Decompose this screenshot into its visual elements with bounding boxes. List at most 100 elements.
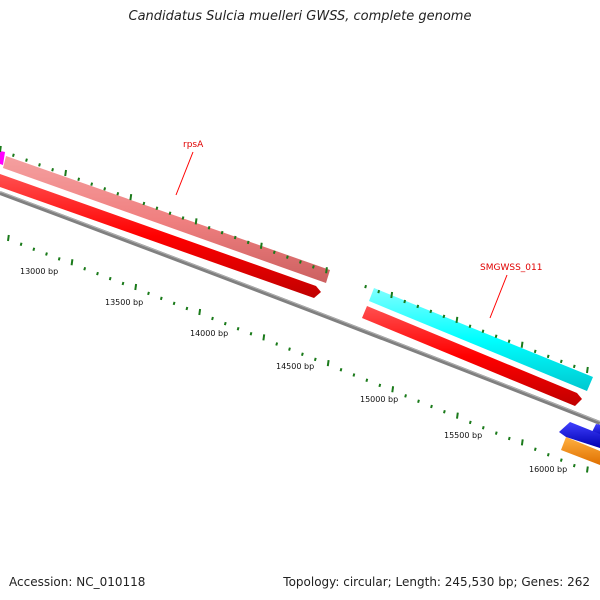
outer-tick-2: [25, 158, 28, 162]
gene-label-smgwss-011[interactable]: SMGWSS_011: [480, 263, 542, 273]
outer-tick-5: [64, 169, 67, 177]
inner-tick-marks: [7, 234, 589, 473]
inner-tick-17: [223, 321, 227, 326]
inner-tick-27: [352, 373, 356, 377]
outer-tick-43: [559, 359, 563, 364]
cds-arrow-rpsA[interactable]: [0, 174, 321, 298]
inner-tick-8: [108, 276, 112, 281]
outer-tick-14: [181, 216, 185, 220]
inner-tick-4: [57, 257, 61, 261]
inner-tick-22: [288, 347, 291, 351]
inner-tick-43: [559, 458, 563, 462]
inner-tick-36: [468, 420, 472, 425]
outer-tick-45: [586, 366, 589, 374]
inner-tick-0: [7, 234, 10, 242]
inner-tick-23: [301, 352, 304, 357]
outer-tick-40: [520, 341, 524, 348]
outer-tick-34: [442, 314, 446, 319]
outer-tick-39: [507, 339, 511, 344]
inner-tick-9: [121, 281, 125, 286]
inner-tick-45: [586, 466, 589, 473]
outer-tick-36: [468, 324, 472, 329]
gene-label-rpsA[interactable]: rpsA: [183, 140, 204, 150]
inner-tick-42: [546, 452, 550, 457]
inner-tick-29: [378, 383, 382, 388]
inner-tick-39: [507, 436, 511, 441]
cds-arrow-smgwss-011[interactable]: [362, 306, 582, 406]
smgwss-011-label-line: [489, 274, 508, 319]
feature-bar-blue[interactable]: [559, 422, 600, 448]
inner-tick-35: [456, 412, 459, 419]
inner-tick-25: [326, 359, 330, 367]
scale-label-13000: 13000 bp: [20, 267, 58, 276]
inner-tick-20: [262, 334, 266, 341]
inner-tick-38: [494, 431, 498, 435]
outer-tick-18: [233, 235, 237, 240]
feature-bar-smgwss-011[interactable]: [369, 288, 593, 391]
scale-label-13500: 13500 bp: [105, 298, 143, 307]
feature-bar-magenta[interactable]: [0, 151, 5, 165]
outer-tick-32: [416, 304, 420, 309]
outer-tick-31: [403, 299, 407, 304]
outer-tick-3: [38, 163, 41, 167]
backbone-line: [0, 191, 600, 425]
outer-tick-19: [246, 240, 250, 245]
inner-tick-10: [134, 283, 138, 291]
genome-summary-text: Topology: circular; Length: 245,530 bp; …: [283, 575, 590, 589]
outer-tick-7: [90, 182, 94, 186]
scale-label-14500: 14500 bp: [276, 362, 314, 371]
inner-tick-28: [365, 378, 369, 382]
outer-tick-21: [272, 250, 276, 254]
outer-tick-9: [116, 192, 120, 196]
inner-tick-34: [443, 410, 446, 414]
feature-bar-rpsA[interactable]: [3, 156, 330, 283]
outer-tick-6: [77, 177, 81, 182]
outer-tick-42: [546, 354, 550, 359]
outer-tick-20: [259, 242, 263, 249]
scale-label-15500: 15500 bp: [444, 431, 482, 440]
outer-tick-10: [129, 193, 133, 201]
inner-tick-12: [159, 296, 163, 301]
map-title: Candidatus Sulcia muelleri GWSS, complet…: [128, 9, 472, 24]
inner-tick-31: [404, 394, 407, 398]
scale-label-14000: 14000 bp: [190, 329, 228, 338]
outer-tick-35: [455, 316, 459, 324]
inner-tick-11: [147, 291, 150, 296]
inner-tick-41: [533, 447, 537, 452]
outer-tick-33: [429, 309, 433, 314]
inner-tick-13: [172, 301, 176, 306]
outer-tick-44: [572, 364, 576, 369]
outer-tick-25: [325, 267, 328, 274]
inner-tick-26: [339, 368, 343, 372]
inner-tick-5: [70, 259, 74, 266]
outer-tick-marks: [0, 145, 589, 374]
feature-bar-orange[interactable]: [561, 437, 600, 465]
rpsA-label-line: [175, 151, 194, 196]
inner-tick-16: [211, 316, 214, 321]
outer-tick-30: [390, 291, 394, 299]
outer-tick-16: [207, 225, 211, 230]
inner-tick-1: [19, 242, 23, 247]
outer-tick-23: [299, 260, 302, 264]
outer-tick-28: [364, 284, 367, 289]
inner-tick-6: [83, 266, 87, 271]
inner-tick-24: [313, 357, 317, 362]
backbone-highlight: [0, 191, 600, 423]
outer-tick-8: [103, 187, 107, 191]
scale-label-16000: 16000 bp: [529, 465, 567, 474]
inner-tick-21: [275, 342, 279, 346]
inner-tick-18: [236, 326, 240, 331]
outer-tick-11: [142, 201, 146, 206]
outer-tick-15: [194, 218, 198, 225]
inner-tick-33: [430, 404, 433, 409]
outer-tick-22: [286, 255, 289, 259]
inner-tick-2: [32, 247, 36, 251]
inner-tick-14: [185, 306, 189, 311]
inner-tick-15: [198, 308, 202, 316]
outer-tick-41: [533, 349, 537, 354]
outer-tick-1: [12, 153, 15, 158]
inner-tick-19: [249, 332, 253, 336]
accession-text: Accession: NC_010118: [9, 575, 146, 589]
outer-tick-38: [494, 334, 498, 339]
